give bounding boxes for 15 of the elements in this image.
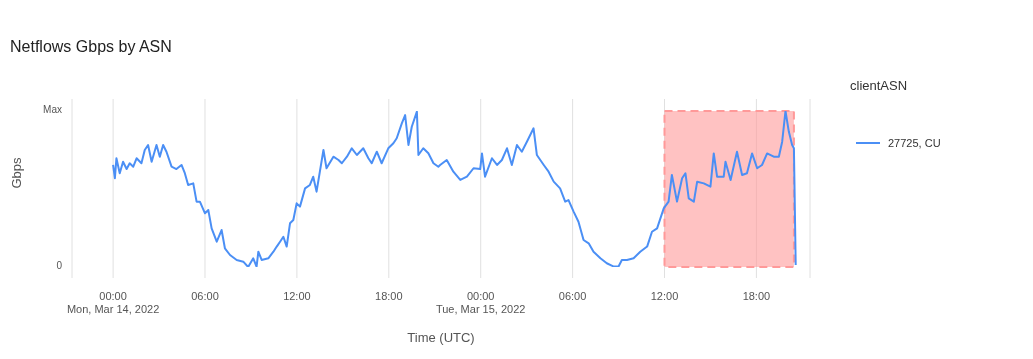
chart-title: Netflows Gbps by ASN <box>10 38 172 56</box>
x-tick-label: 06:00 <box>191 290 219 302</box>
text: 0 <box>56 260 62 271</box>
x-tick-label: 12:00 <box>650 290 679 302</box>
x-tick-label: 12:00 <box>283 290 311 302</box>
x-tick-label: 00:00 Tue, Mar 15, 2022 <box>435 290 526 315</box>
text: Max <box>43 104 62 115</box>
x-tick-label: 00:00 Mon, Mar 14, 2022 <box>66 290 160 315</box>
legend-label: 27725, CU <box>888 137 941 149</box>
x-tick-label: 06:00 <box>558 290 587 302</box>
y-axis-title: Gbps <box>8 156 24 189</box>
legend-title: clientASN <box>850 78 909 93</box>
x-tick-label: 18:00 <box>742 290 771 302</box>
x-tick-label: 18:00 <box>375 290 403 302</box>
x-axis-title: Time (UTC) <box>407 330 475 345</box>
